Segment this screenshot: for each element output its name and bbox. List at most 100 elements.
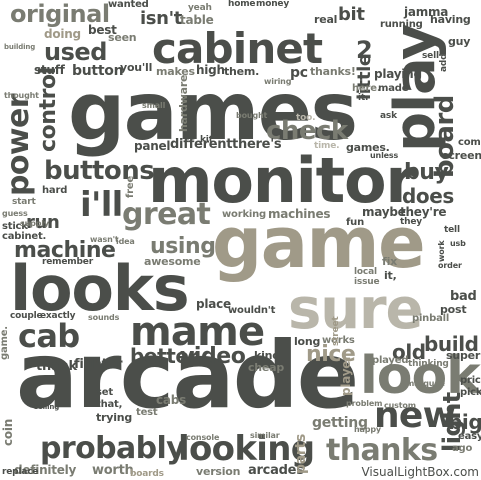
word-cloud-word: big [448,410,481,434]
word-cloud-word: tell [444,225,460,235]
word-cloud-word: easy [458,431,481,442]
word-cloud-word: looks [10,252,190,325]
word-cloud-word: exactly [40,311,76,321]
word-cloud-word: place [196,297,231,311]
word-cloud-word: boards [130,469,164,479]
word-cloud-word: kind [254,349,280,362]
word-cloud-word: great [122,197,211,232]
word-cloud-word: super [446,349,481,362]
word-cloud-word: home [228,0,256,9]
word-cloud-word: free [125,175,136,198]
word-cloud-word: high [196,63,225,77]
word-cloud-word: different [170,137,233,152]
word-cloud-word: kit [200,135,213,145]
word-cloud-word: does [402,184,454,208]
word-cloud-word: best [88,23,117,37]
word-cloud-word: getting [312,415,368,431]
word-cloud-word: looking [178,429,315,469]
word-cloud-word: made [378,83,409,94]
word-cloud-word: remember [42,257,93,267]
word-cloud-word: original [10,0,110,28]
word-cloud-word: check [266,116,348,146]
word-cloud-word: cabinet. [2,231,47,242]
word-cloud-word: game [212,202,426,284]
word-cloud-word: hard [42,185,68,196]
word-cloud-word: using [150,234,216,259]
word-cloud-word: similar [250,431,280,440]
word-cloud-word: ask [380,111,397,121]
word-cloud-word: player [339,355,353,396]
word-cloud-word: bit [338,4,365,25]
word-cloud-word: i'll [80,185,123,225]
word-cloud-word: screen [442,149,481,162]
word-cloud-word: buttons [44,156,155,186]
word-cloud-word: worth [92,463,134,478]
word-cloud-word: parts [293,434,309,474]
word-cloud-word: local [354,267,377,277]
word-cloud-word: fun [346,217,364,228]
word-cloud-word: machine [14,238,116,263]
word-cloud-word: thank [36,359,77,374]
word-cloud-word: marquee [406,379,445,388]
word-cloud-word: that, [96,399,123,410]
word-cloud-word: monitor [148,144,416,217]
word-cloud-word: real [314,13,338,26]
word-cloud-word: hardware [177,74,190,132]
word-cloud-word: cabinet [152,24,323,73]
word-cloud-word: add [439,53,449,72]
word-cloud-word: building [4,43,36,51]
word-cloud-word: come [458,137,481,148]
word-cloud-word: here. [352,83,381,94]
word-cloud-word: bad [450,289,477,304]
word-cloud-word: new [374,395,456,436]
word-cloud-word: video [180,344,246,369]
word-cloud-word: pick [460,387,481,398]
word-cloud-word: guess [2,209,28,218]
word-cloud-word: jamma [404,5,449,19]
word-cloud-word: build [424,332,479,356]
credit-text: VisualLightBox.com [361,465,479,479]
word-cloud-word: version [196,465,241,478]
word-cloud-word: power [1,94,36,196]
word-cloud-word: mame [130,309,265,355]
word-cloud-word: button [72,63,124,79]
word-cloud-word: cheap [248,361,285,374]
word-cloud-word: sounds [88,313,120,322]
word-cloud-word: wasn't [90,235,119,244]
word-cloud-word: games. [346,141,390,154]
word-cloud-word: idea [116,237,135,246]
word-cloud-word: definitely [14,463,77,477]
word-cloud-word: stick [2,221,28,232]
word-cloud-word: money [256,0,290,9]
word-cloud-word: they're [400,205,447,219]
word-cloud-word: better [130,344,199,368]
word-cloud-word: thanks! [310,65,356,78]
word-cloud-word: unless [370,151,399,160]
word-cloud-word: test [136,407,158,418]
word-cloud-word: price [460,375,481,386]
word-cloud-word: wanted [108,0,149,10]
word-cloud-word: pinball [412,313,450,324]
word-cloud-word: 2 [356,36,373,64]
word-cloud-word: usb [450,239,466,248]
word-cloud-word: thanks [326,433,438,468]
word-cloud-word: start [12,197,36,207]
word-cloud-word: table [180,13,214,27]
word-cloud-word: stuff [34,63,65,77]
word-cloud-word: you'll [120,61,153,74]
word-cloud-word: isn't [140,8,183,29]
word-cloud-word: makes [156,65,195,78]
word-cloud-word: selling [34,403,60,411]
word-cloud-word: nice [306,342,356,367]
word-cloud-word: wouldn't [228,305,276,316]
word-cloud-word: small [142,101,166,110]
word-cloud-word: panel [134,139,171,153]
word-cloud-word: supply [20,219,49,228]
word-cloud-word: them. [224,65,260,78]
word-cloud-word: ago [452,443,473,454]
word-cloud-word: they [400,217,422,227]
word-cloud-word: long [294,335,321,348]
word-cloud-word: machines [268,207,331,221]
word-cloud-word: cab [18,317,80,355]
